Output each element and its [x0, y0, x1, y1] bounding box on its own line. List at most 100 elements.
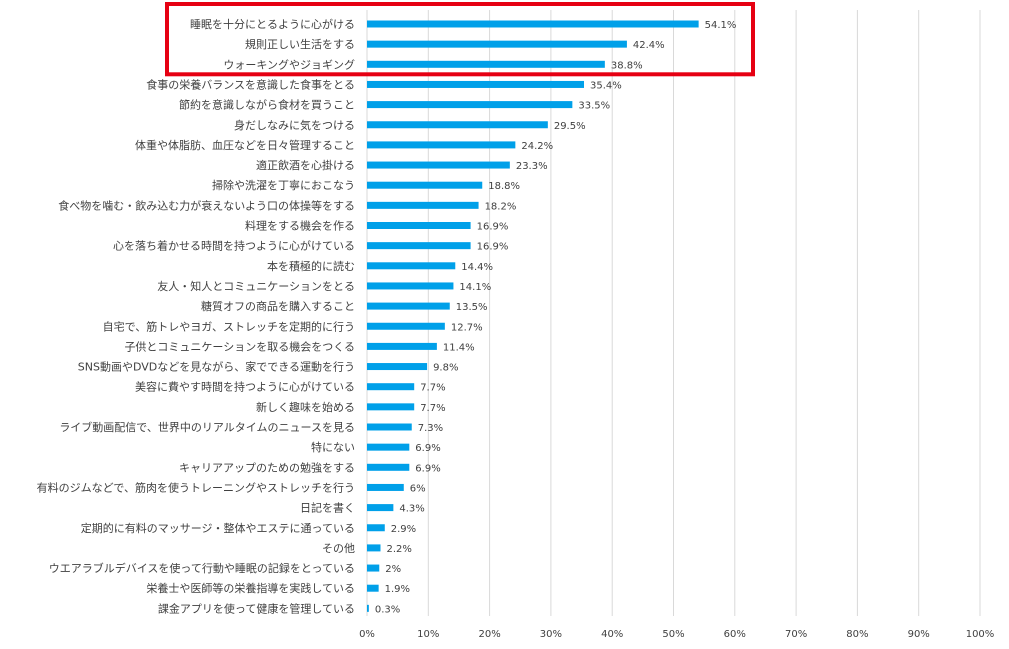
category-label: 糖質オフの商品を購入すること [201, 299, 355, 313]
value-label: 16.9% [477, 242, 509, 253]
category-label: 日記を書く [300, 501, 355, 515]
bar [367, 322, 445, 330]
bar [367, 584, 379, 592]
category-label: 食事の栄養バランスを意識した食事をとる [146, 77, 355, 91]
bar [367, 564, 380, 572]
bar [367, 302, 450, 310]
value-label: 7.7% [420, 383, 445, 394]
bar [367, 544, 381, 552]
value-label: 42.4% [633, 40, 665, 51]
category-label: 友人・知人とコミュニケーションをとる [157, 279, 355, 293]
bar [367, 363, 428, 371]
x-tick-label: 10% [417, 629, 439, 640]
value-label: 2.2% [386, 544, 411, 555]
bar [367, 342, 437, 350]
x-tick-label: 100% [966, 629, 995, 640]
value-label: 54.1% [705, 20, 737, 31]
category-label: 掃除や洗濯を丁寧におこなう [212, 178, 355, 192]
bars [367, 20, 699, 612]
category-label: 新しく趣味を始める [256, 400, 355, 414]
x-tick-label: 80% [846, 629, 868, 640]
value-label: 13.5% [456, 302, 488, 313]
bar [367, 604, 369, 612]
value-label: 38.8% [611, 60, 643, 71]
x-tick-label: 60% [724, 629, 746, 640]
value-label: 18.8% [488, 181, 520, 192]
category-label: 自宅で、筋トレやヨガ、ストレッチを定期的に行う [103, 319, 355, 333]
bar [367, 282, 454, 290]
bar [367, 60, 605, 68]
value-label: 7.3% [418, 423, 443, 434]
bar [367, 483, 404, 491]
category-label: 料理をする機会を作る [245, 219, 355, 233]
highlight-box [165, 2, 755, 77]
value-label: 2% [385, 564, 401, 575]
category-label: 課金アプリを使って健康を管理している [158, 601, 355, 615]
x-axis-ticks: 0% 10% 20% 30% 40% 50% 60% 70% 80% 90% 100% [359, 629, 994, 640]
value-label: 14.1% [459, 282, 491, 293]
bar [367, 524, 385, 532]
category-label: 食べ物を噛む・飲み込む力が衰えないよう口の体操等をする [58, 198, 355, 212]
x-tick-label: 90% [908, 629, 930, 640]
value-label: 18.2% [485, 201, 517, 212]
bar [367, 222, 471, 229]
bar [367, 262, 456, 270]
bar [367, 101, 573, 109]
category-label: ウォーキングやジョギング [223, 57, 355, 71]
category-label: SNS動画やDVDなどを見ながら、家でできる運動を行う [78, 360, 355, 374]
x-tick-label: 70% [785, 629, 807, 640]
bar [367, 403, 415, 411]
value-label: 0.3% [375, 604, 400, 615]
bar [367, 80, 585, 88]
category-label: キャリアアップのための勉強をする [179, 460, 355, 474]
category-label: 身だしなみに気をつける [234, 118, 355, 132]
value-labels: 54.1% 42.4% 38.8% 35.4% 33.5% 29.5%24.2% 23.3%… [375, 20, 737, 615]
category-label: 美容に費やす時間を持つように心がけている [135, 380, 355, 394]
value-label: 24.2% [521, 141, 553, 152]
value-label: 35.4% [590, 80, 622, 91]
bar [367, 443, 410, 451]
bar [367, 121, 548, 129]
x-tick-label: 40% [601, 629, 623, 640]
category-label: ウエアラブルデバイスを使って行動や睡眠の記録をとっている [49, 561, 355, 575]
category-label: 心を落ち着かせる時間を持つように心がけている [113, 239, 355, 253]
bar [367, 161, 510, 169]
value-label: 23.3% [516, 161, 548, 172]
category-label: 適正飲酒を心掛ける [256, 158, 355, 172]
bar [367, 40, 627, 48]
value-label: 6.9% [415, 463, 440, 474]
bar [367, 423, 412, 431]
x-tick-label: 20% [478, 629, 500, 640]
x-tick-label: 50% [662, 629, 684, 640]
bar [367, 20, 699, 28]
category-label: 節約を意識しながら食材を買うこと [179, 98, 355, 112]
value-label: 1.9% [385, 584, 410, 595]
value-label: 9.8% [433, 363, 458, 374]
category-label: 体重や体脂肪、血圧などを日々管理すること [135, 138, 355, 152]
category-label: ライブ動画配信で、世界中のリアルタイムのニュースを見る [59, 420, 355, 434]
value-label: 6% [410, 483, 426, 494]
category-label: 有料のジムなどで、筋肉を使うトレーニングやストレッチを行う [37, 480, 355, 494]
value-label: 11.4% [443, 342, 475, 353]
value-label: 16.9% [477, 222, 509, 233]
bar [367, 504, 394, 512]
category-label: 睡眠を十分にとるように心がける [190, 17, 355, 31]
value-label: 7.7% [420, 403, 445, 414]
bar [367, 141, 516, 149]
category-label: 特にない [311, 440, 355, 454]
category-label: 子供とコミュニケーションを取る機会をつくる [124, 339, 355, 353]
x-tick-label: 0% [359, 629, 375, 640]
value-label: 12.7% [451, 322, 483, 333]
value-label: 33.5% [578, 101, 610, 112]
bar [367, 242, 471, 250]
category-label: 定期的に有料のマッサージ・整体やエステに通っている [81, 521, 355, 535]
value-label: 2.9% [391, 524, 416, 535]
value-label: 29.5% [554, 121, 586, 132]
value-label: 6.9% [415, 443, 440, 454]
category-label: その他 [322, 542, 355, 555]
bar [367, 181, 483, 189]
category-label: 規則正しい生活をする [245, 37, 355, 51]
x-tick-label: 30% [540, 629, 562, 640]
category-label: 本を積極的に読む [267, 259, 355, 273]
